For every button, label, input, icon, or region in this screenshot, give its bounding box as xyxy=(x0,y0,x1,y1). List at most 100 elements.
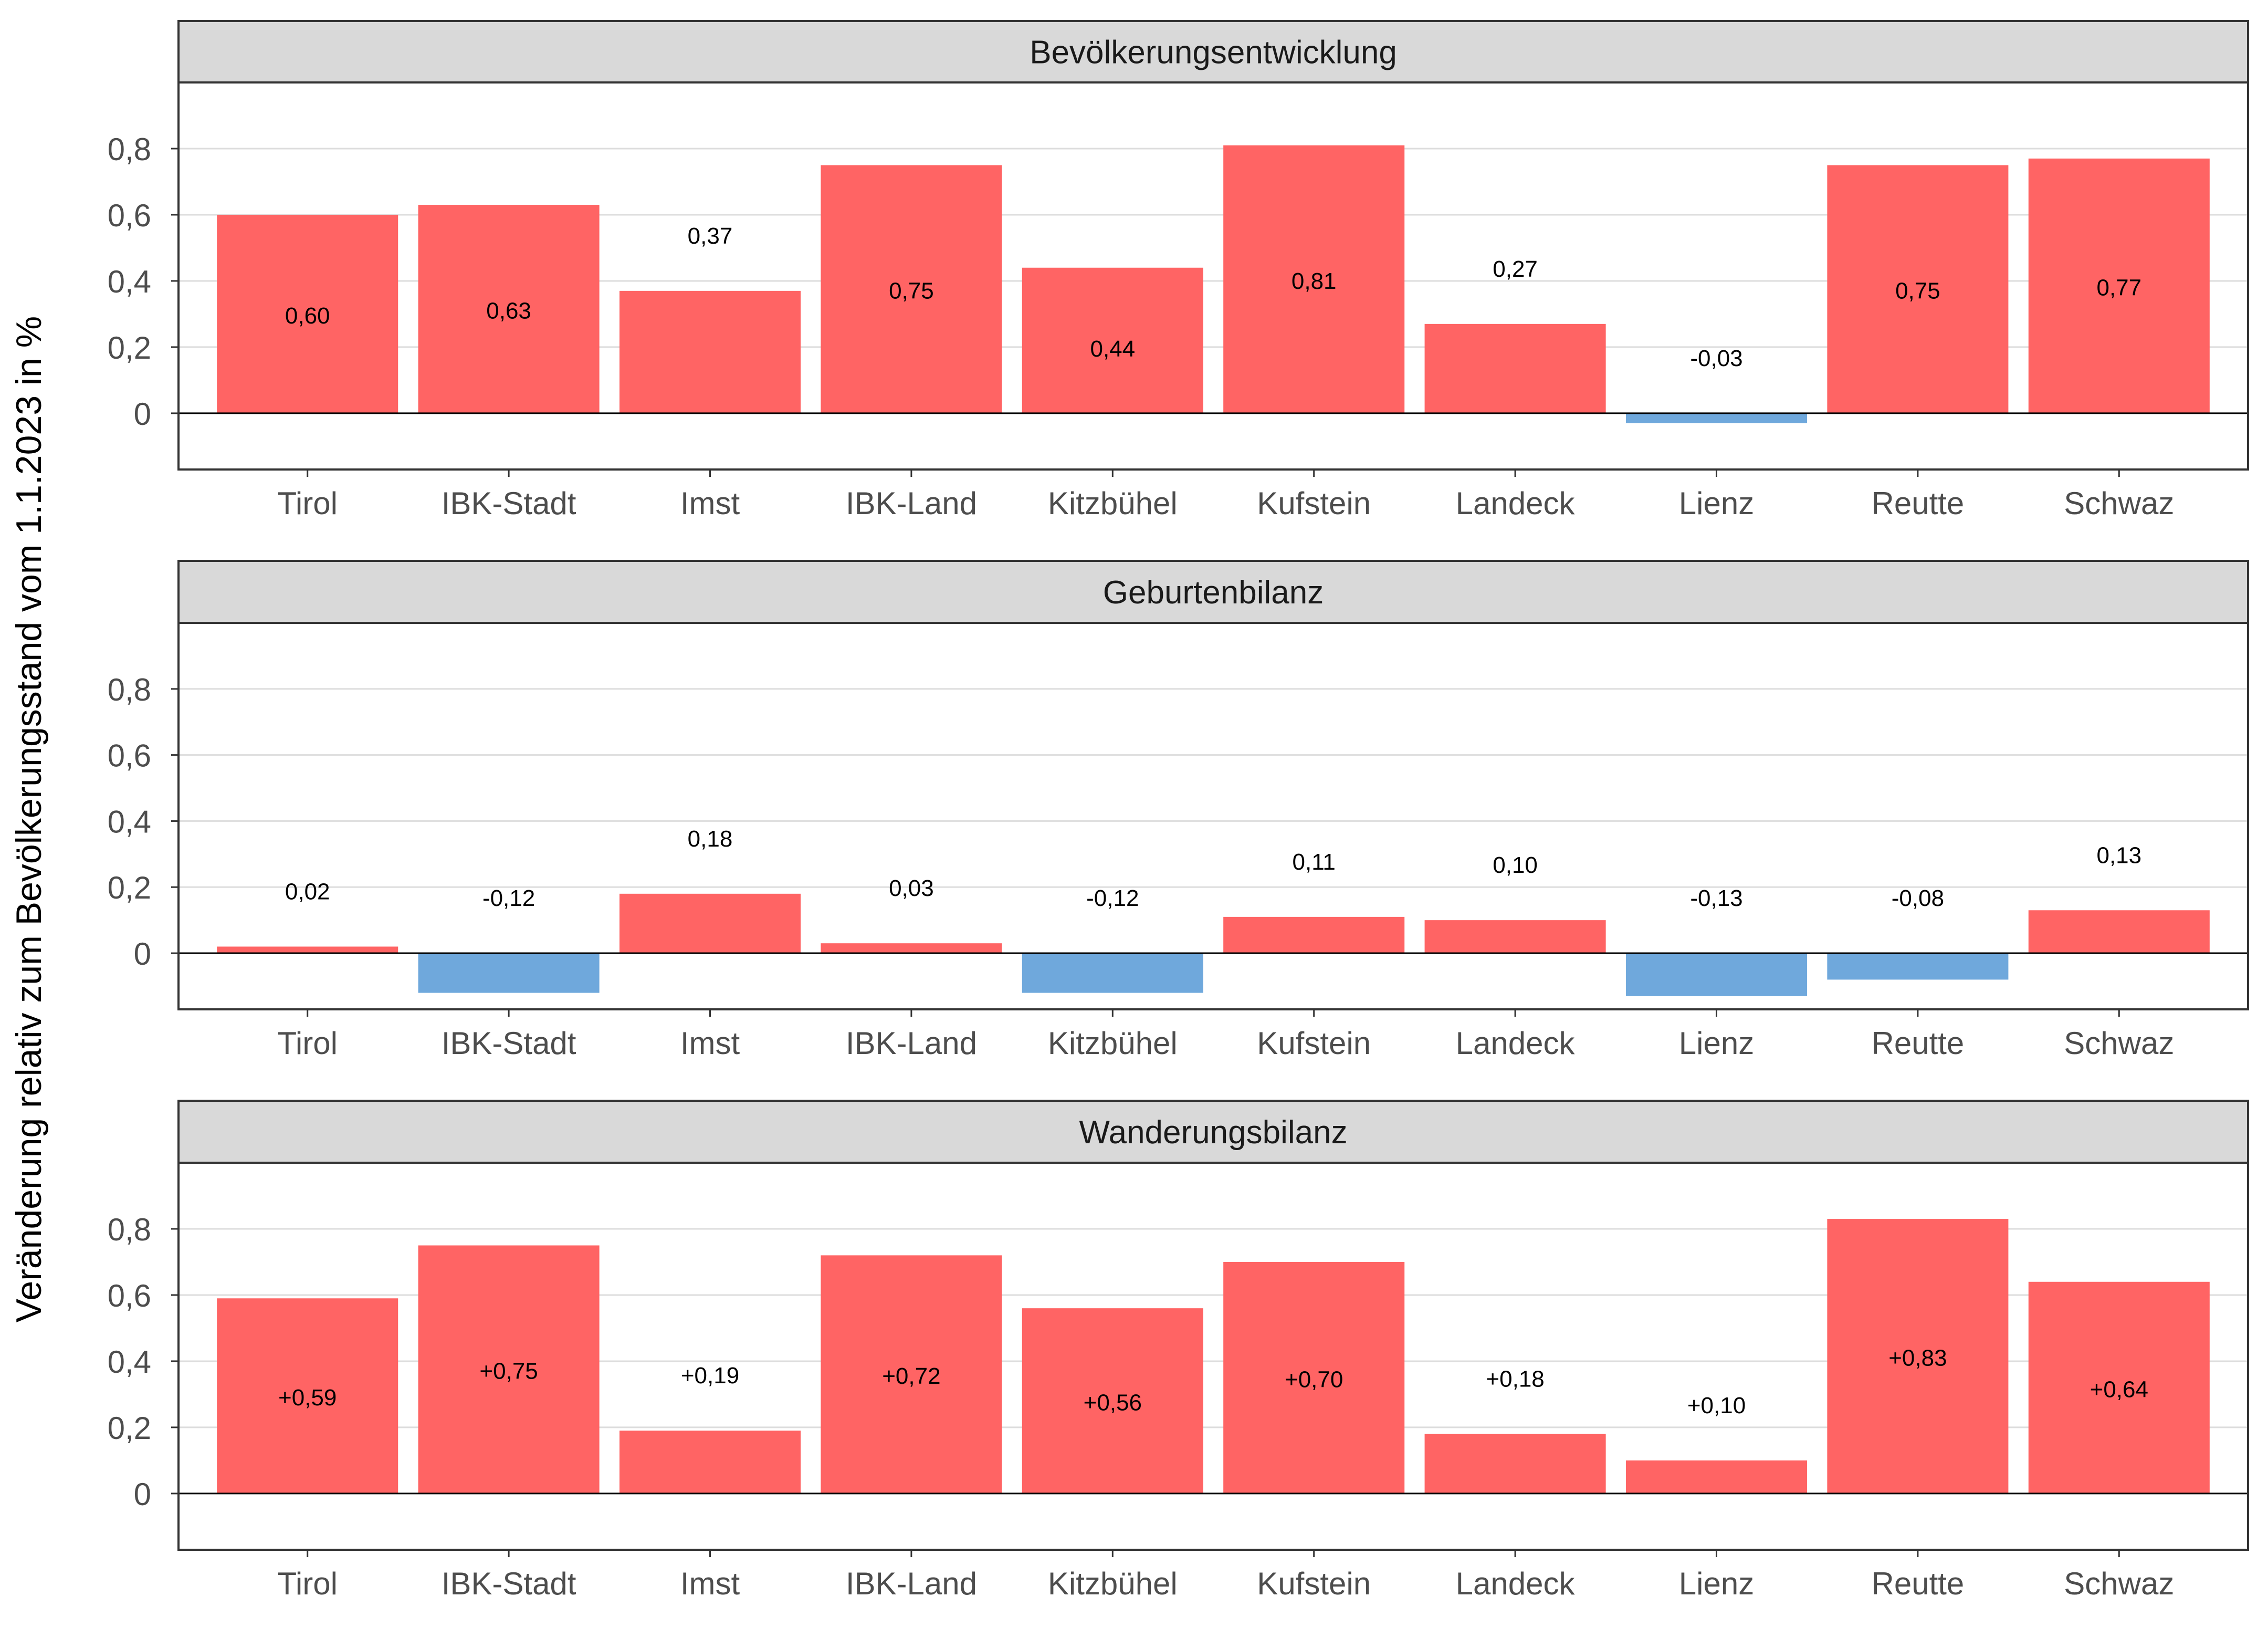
x-tick-label: Tirol xyxy=(277,1026,337,1061)
bar xyxy=(1022,953,1203,993)
x-tick-label: Tirol xyxy=(277,486,337,521)
bar xyxy=(1223,145,1405,413)
panel-frame xyxy=(177,81,2249,471)
data-label: +0,72 xyxy=(882,1363,940,1389)
x-tick-label: Imst xyxy=(680,1566,740,1601)
data-label: -0,13 xyxy=(1690,885,1742,911)
bar xyxy=(1022,1308,1203,1494)
bar xyxy=(1625,953,1808,996)
bar xyxy=(1625,1460,1808,1494)
x-tick-label: Landeck xyxy=(1456,1026,1576,1061)
bar xyxy=(1827,953,2009,980)
data-label: -0,03 xyxy=(1690,346,1742,371)
x-tick-label: Reutte xyxy=(1872,1566,1965,1601)
bar xyxy=(1625,413,1808,423)
bar xyxy=(1223,1261,1405,1494)
y-tick-label: 0,4 xyxy=(108,1344,151,1380)
x-tick-label: IBK-Stadt xyxy=(442,1566,576,1601)
x-tick-label: Landeck xyxy=(1456,1566,1576,1601)
data-label: -0,08 xyxy=(1892,885,1944,911)
panel-2: Geburtenbilanz 0 0,2 0,4 0,6 0,8 0,02 Tirol -0,1… xyxy=(108,560,2249,1061)
bar xyxy=(619,893,801,954)
panel-1: Bevölkerungsentwicklung 0 0,2 0,4 0,6 0,8 0,60… xyxy=(108,20,2249,521)
bar xyxy=(821,943,1002,954)
facet-title: Bevölkerungsentwicklung xyxy=(1030,35,1397,71)
facet-title: Geburtenbilanz xyxy=(1103,575,1324,611)
data-label: +0,10 xyxy=(1687,1393,1746,1418)
panel-3: Wanderungsbilanz 0 0,2 0,4 0,6 0,8 +0,59 Tirol +… xyxy=(108,1100,2249,1601)
x-tick-label: Kufstein xyxy=(1257,1026,1371,1061)
x-tick-label: Imst xyxy=(680,486,740,521)
x-tick-label: IBK-Land xyxy=(846,486,977,521)
x-tick-label: IBK-Stadt xyxy=(442,1026,576,1061)
facet-title: Wanderungsbilanz xyxy=(1079,1114,1347,1151)
facet-strip xyxy=(177,20,2249,84)
y-tick-label: 0,4 xyxy=(108,264,151,299)
x-tick-label: Schwaz xyxy=(2064,1566,2174,1601)
x-tick-label: Kufstein xyxy=(1257,486,1371,521)
y-tick-label: 0,6 xyxy=(108,1278,151,1313)
bar xyxy=(1223,916,1405,954)
data-label: 0,03 xyxy=(889,875,934,901)
bar xyxy=(418,1245,600,1494)
bar xyxy=(619,1431,801,1494)
y-tick-label: 0,2 xyxy=(108,870,151,905)
data-label: -0,12 xyxy=(482,885,535,911)
x-tick-label: IBK-Land xyxy=(846,1026,977,1061)
bar xyxy=(217,946,398,954)
data-label: +0,19 xyxy=(681,1363,739,1389)
data-label: +0,59 xyxy=(278,1385,337,1411)
data-label: +0,70 xyxy=(1285,1366,1343,1392)
data-label: +0,56 xyxy=(1084,1390,1142,1416)
bar xyxy=(619,290,801,413)
data-label: 0,27 xyxy=(1493,256,1538,282)
facet-strip xyxy=(177,1100,2249,1164)
bar xyxy=(217,214,398,413)
data-label: 0,63 xyxy=(486,298,531,323)
bar xyxy=(821,1255,1002,1494)
bar xyxy=(217,1298,398,1494)
x-tick-label: Kitzbühel xyxy=(1048,1566,1178,1601)
plot-background xyxy=(178,623,2248,1009)
data-label: 0,02 xyxy=(285,879,330,904)
data-label: 0,18 xyxy=(688,826,733,852)
y-tick-label: 0,4 xyxy=(108,804,151,839)
y-tick-label: 0,2 xyxy=(108,1411,151,1446)
y-tick-label: 0,6 xyxy=(108,198,151,233)
data-label: 0,77 xyxy=(2096,275,2141,300)
data-label: +0,18 xyxy=(1486,1366,1544,1392)
x-tick-label: Kitzbühel xyxy=(1048,1026,1178,1061)
bar xyxy=(1022,267,1203,413)
data-label: -0,12 xyxy=(1086,885,1139,911)
y-tick-label: 0 xyxy=(134,936,151,972)
bar xyxy=(821,165,1002,413)
data-label: +0,83 xyxy=(1888,1345,1947,1371)
x-tick-label: Tirol xyxy=(277,1566,337,1601)
bar xyxy=(418,205,600,413)
x-tick-label: IBK-Land xyxy=(846,1566,977,1601)
x-tick-label: Lienz xyxy=(1679,486,1754,521)
data-label: 0,60 xyxy=(285,303,330,329)
y-axis-title: Veränderung relativ zum Bevölkerungsstan… xyxy=(9,316,49,1322)
y-tick-label: 0,8 xyxy=(108,672,151,707)
y-tick-label: 0,8 xyxy=(108,1212,151,1247)
x-tick-label: Kitzbühel xyxy=(1048,486,1178,521)
data-label: 0,81 xyxy=(1292,268,1337,294)
x-tick-label: Kufstein xyxy=(1257,1566,1371,1601)
y-tick-label: 0 xyxy=(134,396,151,432)
data-label: 0,10 xyxy=(1493,852,1538,878)
x-tick-label: Imst xyxy=(680,1026,740,1061)
y-tick-label: 0,6 xyxy=(108,738,151,774)
data-label: 0,75 xyxy=(1895,278,1940,304)
bar xyxy=(2028,1281,2210,1494)
y-tick-label: 0,2 xyxy=(108,330,151,366)
data-label: 0,44 xyxy=(1090,336,1135,362)
x-tick-label: Schwaz xyxy=(2064,1026,2174,1061)
x-tick-label: Lienz xyxy=(1679,1026,1754,1061)
data-label: +0,64 xyxy=(2090,1376,2148,1402)
x-tick-label: Reutte xyxy=(1872,1026,1965,1061)
data-label: 0,13 xyxy=(2096,842,2141,868)
panel-frame xyxy=(177,622,2249,1010)
x-tick-label: Lienz xyxy=(1679,1566,1754,1601)
